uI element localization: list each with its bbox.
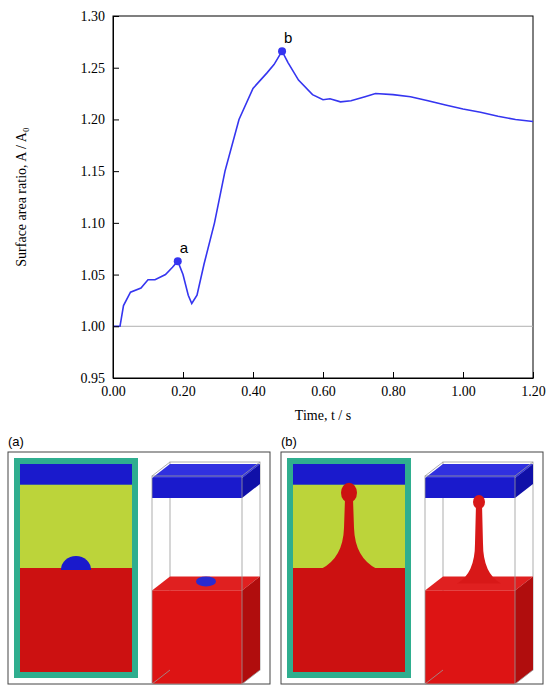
tick: 0.20 <box>171 372 196 399</box>
image-frame <box>287 458 411 678</box>
tick-mark <box>463 372 464 378</box>
plot-area <box>113 47 533 326</box>
y-axis-title: Surface area ratio, A / A₀ <box>14 127 29 267</box>
box-edge <box>425 462 443 476</box>
panel-frame <box>281 452 543 684</box>
slab-front <box>152 478 242 498</box>
box-edge <box>515 462 533 476</box>
annotation-point <box>174 257 182 265</box>
annotation-point <box>278 47 286 55</box>
annotation-label: a <box>180 239 189 256</box>
droplet <box>61 556 91 570</box>
tick-mark <box>323 372 324 378</box>
region-top <box>20 464 132 485</box>
panel-frame <box>8 452 270 684</box>
tick-label: 0.60 <box>311 384 336 399</box>
block-front <box>425 590 515 684</box>
tick: 1.00 <box>81 319 120 334</box>
tick: 1.20 <box>521 372 546 399</box>
column-3d <box>457 504 501 583</box>
tick-label: 0.80 <box>381 384 406 399</box>
tick: 1.20 <box>81 112 120 127</box>
tick-label: 0.20 <box>171 384 196 399</box>
box-edge <box>152 670 170 684</box>
block-side <box>515 576 533 684</box>
annotation-label: b <box>284 29 292 46</box>
region-bottom <box>293 568 405 672</box>
tick-mark <box>533 372 534 378</box>
tick: 1.25 <box>81 61 120 76</box>
figure: a b 0.00 0.20 0.40 0.60 0.80 1.00 1.20 0.95 1.00 1.… <box>0 0 551 691</box>
tick-mark <box>113 275 119 276</box>
tick-label: 0.40 <box>241 384 266 399</box>
panel-label: (a) <box>8 434 24 449</box>
tick: 0.40 <box>241 372 266 399</box>
tick-label: 1.10 <box>81 216 106 231</box>
tick: 1.15 <box>81 164 120 179</box>
tick-label: 0.00 <box>101 384 126 399</box>
panel <box>281 452 543 684</box>
tick-mark <box>393 372 394 378</box>
tick-mark <box>183 372 184 378</box>
reference-line <box>113 326 533 327</box>
tick-mark <box>113 223 119 224</box>
tick-mark <box>113 378 119 379</box>
tick-mark <box>113 326 119 327</box>
box-front <box>152 476 242 684</box>
box-edge <box>242 670 260 684</box>
tick-label: 1.05 <box>81 268 106 283</box>
tick: 1.10 <box>81 216 120 231</box>
tick: 0.95 <box>81 371 120 386</box>
tick-mark <box>113 16 119 17</box>
box-edge <box>152 462 170 476</box>
block-front <box>152 590 242 684</box>
data-line <box>113 51 533 326</box>
column-top <box>341 483 357 503</box>
y-axis: 0.95 1.00 1.05 1.10 1.15 1.20 1.25 1.30 <box>81 9 120 386</box>
block-side <box>242 576 260 684</box>
tick-mark <box>113 68 119 69</box>
box-edge <box>242 462 260 476</box>
tick-label: 0.95 <box>81 371 106 386</box>
tick-label: 1.20 <box>81 112 106 127</box>
region-top <box>293 464 405 485</box>
tick-mark <box>113 171 119 172</box>
x-axis: 0.00 0.20 0.40 0.60 0.80 1.00 1.20 <box>101 372 546 399</box>
tick-mark <box>113 119 119 120</box>
droplet-3d <box>196 576 216 586</box>
panel-label: (b) <box>281 434 297 449</box>
box-front <box>425 476 515 684</box>
region-bottom <box>20 568 132 672</box>
tick-mark <box>253 372 254 378</box>
column-3d-top <box>473 495 485 509</box>
x-axis-title: Time, t / s <box>295 408 351 423</box>
tick-label: 1.00 <box>451 384 476 399</box>
axis-line <box>114 378 534 379</box>
column <box>321 499 377 569</box>
panel <box>8 452 270 684</box>
tick: 0.60 <box>311 372 336 399</box>
block-top <box>152 576 260 590</box>
axis-line <box>113 17 114 379</box>
box-edge <box>515 670 533 684</box>
tick-label: 1.25 <box>81 61 106 76</box>
slab-front <box>425 478 515 498</box>
tick: 1.00 <box>451 372 476 399</box>
box-edge <box>425 670 443 684</box>
tick-label: 1.30 <box>81 9 106 24</box>
tick-label: 1.15 <box>81 164 106 179</box>
tick: 0.80 <box>381 372 406 399</box>
image-frame <box>14 458 138 678</box>
tick-label: 1.00 <box>81 319 106 334</box>
region-middle <box>20 485 132 568</box>
tick: 1.05 <box>81 268 120 283</box>
tick: 1.30 <box>81 9 120 24</box>
tick-label: 1.20 <box>521 384 546 399</box>
plot-frame <box>113 16 533 378</box>
